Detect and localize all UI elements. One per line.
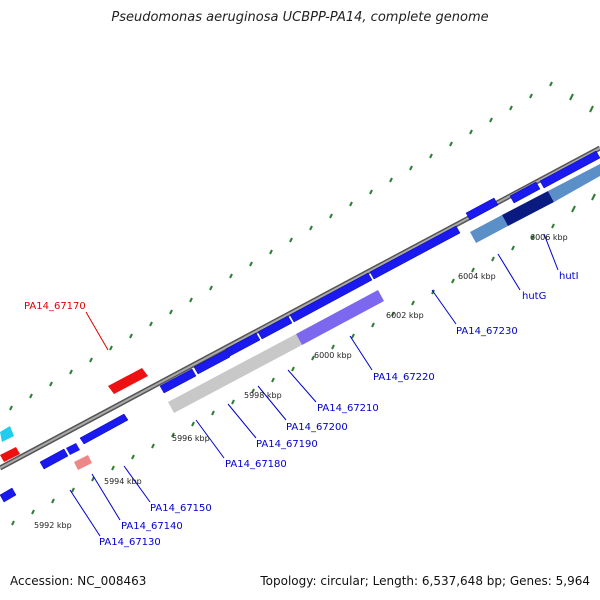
scale-label: 6000 kbp: [314, 351, 352, 360]
operon-grey: [168, 334, 302, 413]
scale-label: 5994 kbp: [104, 477, 142, 486]
red-gene-arrow: [0, 447, 20, 462]
gene-label: PA14_67230: [456, 326, 518, 337]
gene-label: hutI: [559, 271, 579, 282]
gene-arrow: [257, 315, 293, 340]
operon-steel: [548, 164, 600, 202]
scale-labels: 5992 kbp 5994 kbp 5996 kbp 5998 kbp 6000…: [34, 233, 568, 530]
red-gene-arrow: [108, 368, 148, 394]
gene-label: PA14_67190: [256, 439, 318, 450]
gene-label: PA14_67180: [225, 459, 287, 470]
accession-text: Accession: NC_008463: [10, 574, 147, 588]
gene-arrow: [159, 368, 197, 394]
scale-label: 6004 kbp: [458, 272, 496, 281]
scale-label: 5998 kbp: [244, 391, 282, 400]
genome-backbone: [0, 145, 600, 471]
highlighted-genes[interactable]: [0, 368, 148, 470]
label-leaders: [69, 233, 559, 537]
pink-gene-arrow: [74, 455, 92, 470]
gene-arrow: [225, 332, 261, 357]
scale-label: 5992 kbp: [34, 521, 72, 530]
gene-arrow: [465, 197, 499, 221]
gene-arrow: [39, 448, 69, 470]
inner-tick-ring: [11, 193, 596, 526]
gene-labels[interactable]: PA14_67170 PA14_67130 PA14_67140 PA14_67…: [24, 271, 579, 548]
operon-bars: [168, 164, 600, 413]
gene-arrow: [509, 181, 541, 204]
gene-arrow: [0, 487, 17, 503]
map-title: Pseudomonas aeruginosa UCBPP-PA14, compl…: [111, 10, 489, 25]
genome-summary-text: Topology: circular; Length: 6,537,648 bp…: [260, 574, 590, 588]
gene-arrow: [66, 443, 80, 455]
gene-label: PA14_67200: [286, 422, 348, 433]
gene-arrow: [79, 413, 129, 445]
gene-arrow: [193, 349, 231, 375]
gene-label: hutG: [522, 291, 546, 302]
outer-tick-ring: [9, 81, 594, 411]
gene-label: PA14_67170: [24, 301, 86, 312]
gene-label: PA14_67130: [99, 537, 161, 548]
gene-arrow: [369, 225, 461, 280]
scale-label: 6006 kbp: [530, 233, 568, 242]
operon-navy: [502, 191, 554, 226]
gene-label: PA14_67210: [317, 403, 379, 414]
scale-label: 5996 kbp: [172, 434, 210, 443]
operon-purple: [296, 290, 384, 345]
operon-steel: [470, 215, 508, 243]
cyan-gene-arrow: [0, 426, 14, 442]
gene-label: PA14_67140: [121, 521, 183, 532]
scale-label: 6002 kbp: [386, 311, 424, 320]
gene-label: PA14_67220: [373, 372, 435, 383]
gene-arrow: [539, 150, 600, 189]
forward-strand-genes[interactable]: [0, 150, 600, 503]
gene-label: PA14_67150: [150, 503, 212, 514]
gene-arrow: [289, 272, 373, 323]
